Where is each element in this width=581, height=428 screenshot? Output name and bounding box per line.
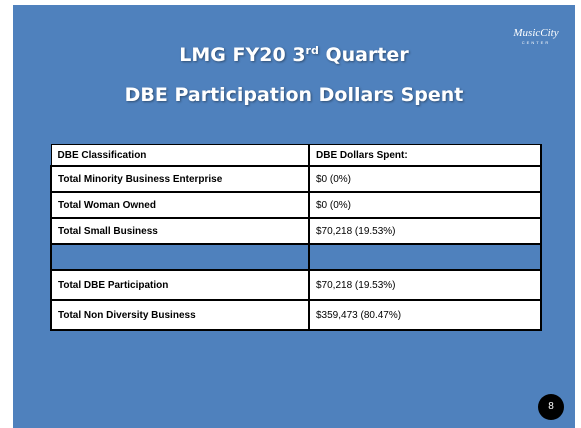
logo: MusicCity CENTER: [511, 27, 561, 45]
title-text: Quarter: [325, 44, 409, 66]
table-header: DBE Classification DBE Dollars Spent:: [50, 144, 542, 167]
cell: Total Woman Owned: [50, 191, 310, 219]
table-row: Total DBE Participation $70,218 (19.53%): [50, 269, 542, 301]
table-row: Total Minority Business Enterprise $0 (0…: [50, 165, 542, 193]
cell: $70,218 (19.53%): [308, 269, 542, 301]
header-cell: DBE Classification: [50, 144, 310, 167]
blank-cell: [50, 243, 310, 271]
blank-cell: [308, 243, 542, 271]
logo-sub: CENTER: [521, 40, 551, 45]
table-row: Total Non Diversity Business $359,473 (8…: [50, 299, 542, 331]
page-number: 8: [538, 394, 564, 420]
cell: $359,473 (80.47%): [308, 299, 542, 331]
cell: $0 (0%): [308, 191, 542, 219]
title-superscript: rd: [305, 44, 319, 57]
cell: Total DBE Participation: [50, 269, 310, 301]
blank-row: [50, 243, 542, 271]
slide: LMG FY20 3rd Quarter DBE Participation D…: [13, 5, 575, 428]
header-cell: DBE Dollars Spent:: [308, 144, 542, 167]
logo-name: MusicCity: [513, 27, 559, 39]
title-line: LMG FY20 3rd Quarter: [13, 35, 575, 75]
cell: $70,218 (19.53%): [308, 217, 542, 245]
table-row: Total Small Business $70,218 (19.53%): [50, 217, 542, 245]
slide-title: LMG FY20 3rd Quarter DBE Participation D…: [13, 35, 575, 115]
title-text: LMG FY20 3: [179, 44, 306, 66]
dbe-table: DBE Classification DBE Dollars Spent: To…: [50, 144, 542, 331]
cell: Total Minority Business Enterprise: [50, 165, 310, 193]
title-line: DBE Participation Dollars Spent: [124, 84, 464, 106]
cell: Total Non Diversity Business: [50, 299, 310, 331]
cell: Total Small Business: [50, 217, 310, 245]
cell: $0 (0%): [308, 165, 542, 193]
table-row: Total Woman Owned $0 (0%): [50, 191, 542, 219]
